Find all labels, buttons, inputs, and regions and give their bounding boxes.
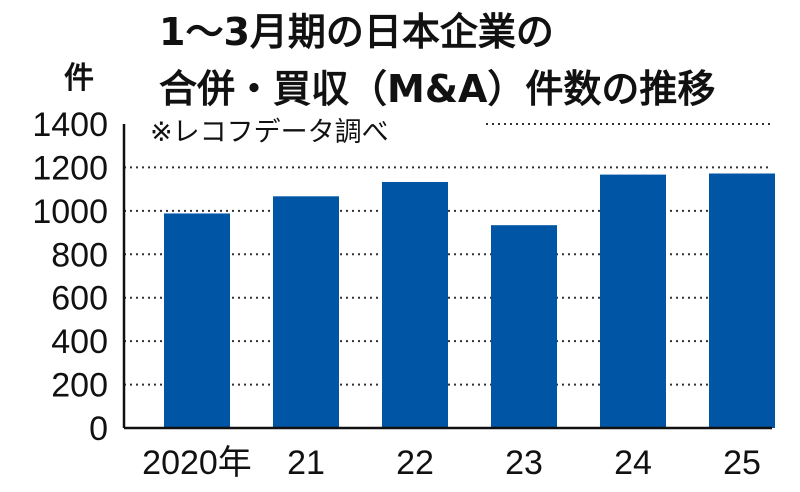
chart-title-line-1: 1～3月期の日本企業の <box>159 10 554 54</box>
x-category-label: 22 <box>396 444 434 482</box>
x-category-label: 21 <box>287 444 325 482</box>
x-category-label: 23 <box>505 444 543 482</box>
bars <box>164 173 775 428</box>
chart-title-line-2: 合併・買収（M&A）件数の推移 <box>159 67 715 111</box>
bar <box>600 174 666 428</box>
y-tick-label: 400 <box>51 323 108 361</box>
bar <box>709 173 775 428</box>
x-category-labels: 2020年 21 22 23 24 25 <box>142 444 761 482</box>
y-axis-unit-label: 件 <box>64 61 94 96</box>
bar <box>164 213 230 428</box>
y-tick-labels: 0 200 400 600 800 1000 1200 1400 <box>32 106 108 448</box>
bar <box>491 225 557 428</box>
y-tick-label: 1200 <box>32 149 108 187</box>
y-tick-label: 0 <box>89 410 108 448</box>
y-tick-label: 600 <box>51 280 108 318</box>
bar <box>382 181 448 428</box>
y-tick-label: 1400 <box>32 106 108 144</box>
x-category-label: 24 <box>614 444 652 482</box>
y-tick-label: 1000 <box>32 193 108 231</box>
source-note: ※レコフデータ調べ <box>150 117 389 148</box>
bar <box>273 196 339 428</box>
y-tick-label: 800 <box>51 236 108 274</box>
x-category-label: 25 <box>723 444 761 482</box>
x-category-label: 2020年 <box>142 444 252 482</box>
y-tick-label: 200 <box>51 367 108 405</box>
